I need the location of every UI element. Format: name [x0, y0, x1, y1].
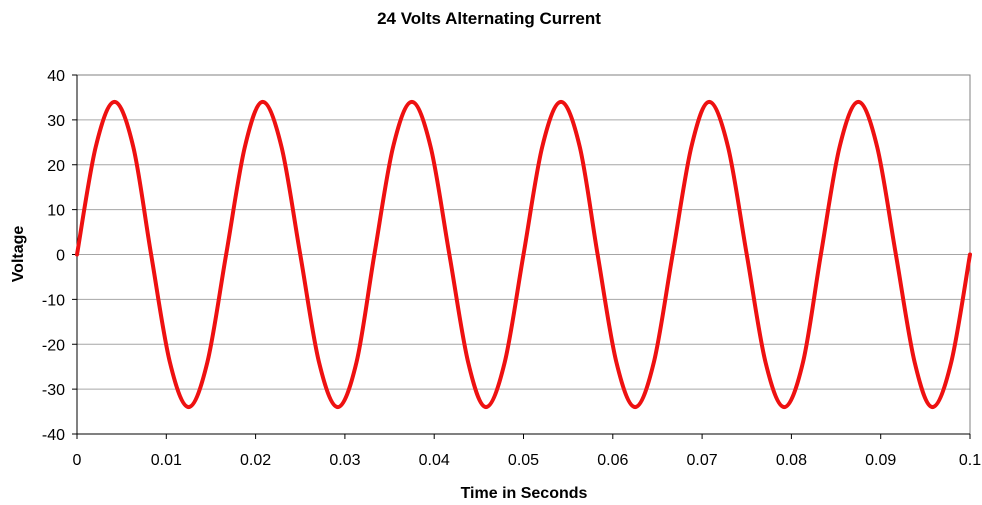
y-tick-label: 40	[47, 68, 65, 85]
y-tick-label: 0	[56, 248, 65, 265]
x-tick-label: 0.04	[419, 452, 450, 469]
y-tick-label: 10	[47, 203, 65, 220]
x-tick-label: 0.06	[597, 452, 628, 469]
y-tick-label: -20	[42, 337, 65, 354]
x-tick-label: 0.08	[776, 452, 807, 469]
y-tick-label: -40	[42, 427, 65, 444]
series-line	[75, 99, 972, 410]
x-tick-label: 0.1	[959, 452, 981, 469]
x-tick-label: 0	[73, 452, 82, 469]
tick-labels: -40 -30 -20 -10 0 10 20 30 40 0 0.01 0.02 0.03 0.04 0.…	[42, 68, 981, 469]
y-axis-title: Voltage	[10, 226, 27, 283]
axes	[72, 74, 971, 439]
x-axis-title: Time in Seconds	[461, 485, 588, 500]
y-tick-label: -10	[42, 292, 65, 309]
x-tick-label: 0.02	[240, 452, 271, 469]
x-tick-label: 0.01	[151, 452, 182, 469]
chart-title: 24 Volts Alternating Current	[377, 9, 601, 28]
y-tick-label: -30	[42, 382, 65, 399]
y-tick-label: 30	[47, 113, 65, 130]
series-layer	[75, 99, 972, 410]
x-tick-label: 0.09	[865, 452, 896, 469]
x-tick-label: 0.05	[508, 452, 539, 469]
y-tick-label: 20	[47, 158, 65, 175]
x-tick-label: 0.07	[687, 452, 718, 469]
x-tick-label: 0.03	[329, 452, 360, 469]
